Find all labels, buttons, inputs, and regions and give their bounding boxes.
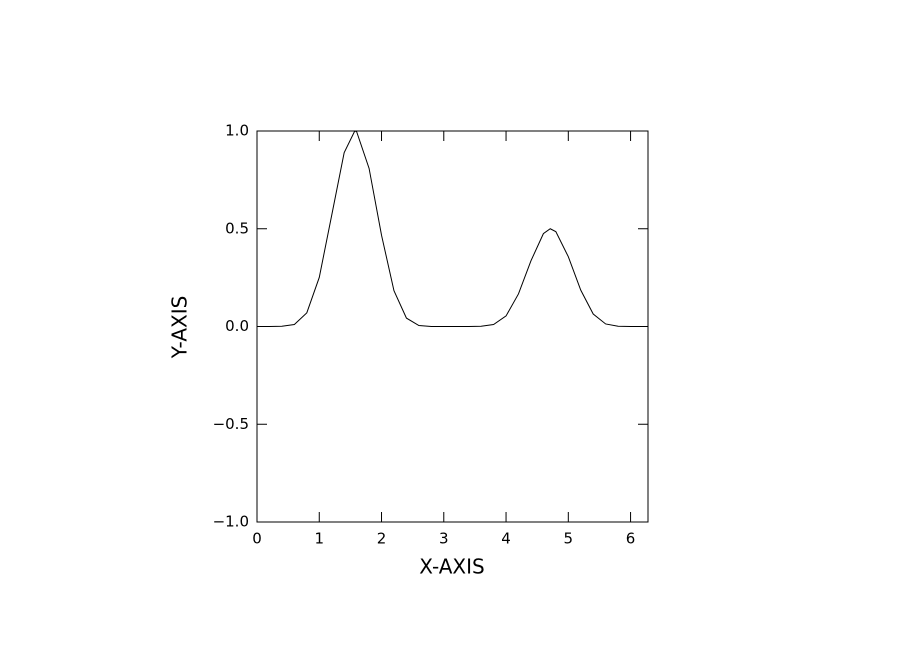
x-tick-label: 1 [314,530,324,548]
x-axis-label: X-AXIS [419,555,484,579]
y-tick-label: 0.0 [225,317,249,335]
data-line [257,130,648,327]
x-tick-label: 2 [377,530,387,548]
x-tick-label: 0 [252,530,262,548]
x-tick-label: 5 [564,530,574,548]
y-tick-label: 0.5 [225,219,249,237]
y-tick-label: −1.0 [213,513,249,531]
x-tick-label: 3 [439,530,449,548]
x-tick-label: 4 [501,530,511,548]
y-tick-label: 1.0 [225,122,249,140]
y-axis-label: Y-AXIS [168,296,192,360]
x-tick-label: 6 [626,530,636,548]
y-tick-label: −0.5 [213,415,249,433]
